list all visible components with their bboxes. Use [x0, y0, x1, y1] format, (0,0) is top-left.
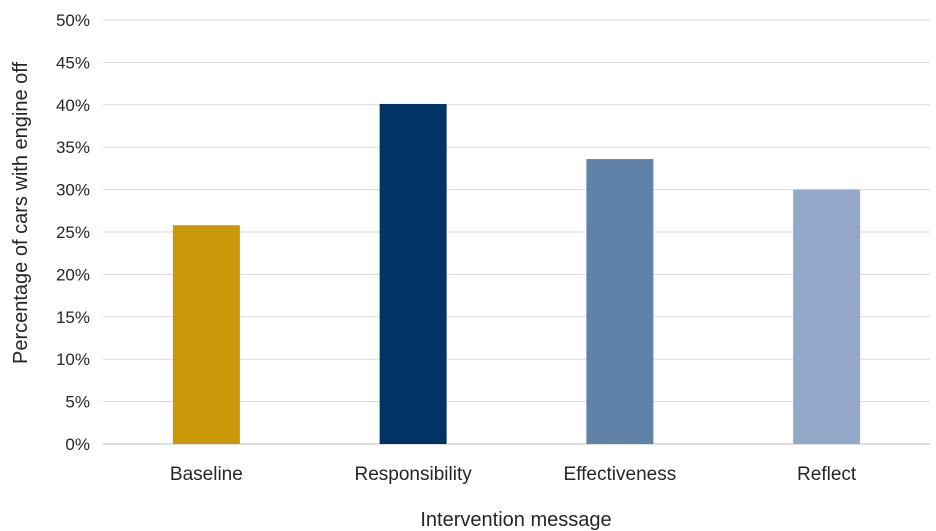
x-tick-label: Responsibility — [355, 464, 473, 485]
x-tick-label: Effectiveness — [564, 464, 677, 485]
y-tick-label: 15% — [56, 308, 90, 327]
x-axis-categories: Baseline Responsibility Effectiveness Refle… — [170, 464, 857, 485]
gridlines — [103, 19, 930, 445]
x-tick-label: Baseline — [170, 464, 243, 485]
x-tick-label: Reflect — [797, 464, 857, 485]
bar-responsibility — [379, 103, 447, 445]
x-axis-label: Intervention message — [420, 509, 611, 531]
bar-reflect — [793, 189, 861, 444]
bars — [172, 103, 861, 445]
y-tick-label: 25% — [56, 223, 90, 242]
bar-effectiveness — [586, 159, 654, 444]
y-tick-label: 10% — [56, 350, 90, 369]
y-tick-label: 20% — [56, 265, 90, 284]
y-tick-label: 45% — [56, 53, 90, 72]
y-tick-label: 30% — [56, 181, 90, 200]
y-tick-label: 40% — [56, 96, 90, 115]
y-axis-label: Percentage of cars with engine off — [10, 62, 32, 364]
y-tick-label: 0% — [65, 435, 90, 454]
y-tick-label: 5% — [65, 393, 90, 412]
y-tick-label: 35% — [56, 138, 90, 157]
y-tick-label: 50% — [56, 11, 90, 30]
y-axis-ticks: 0% 5% 10% 15% 20% 25% 30% 35% 40% 45% 50% — [56, 11, 90, 454]
bar-baseline — [172, 225, 240, 444]
